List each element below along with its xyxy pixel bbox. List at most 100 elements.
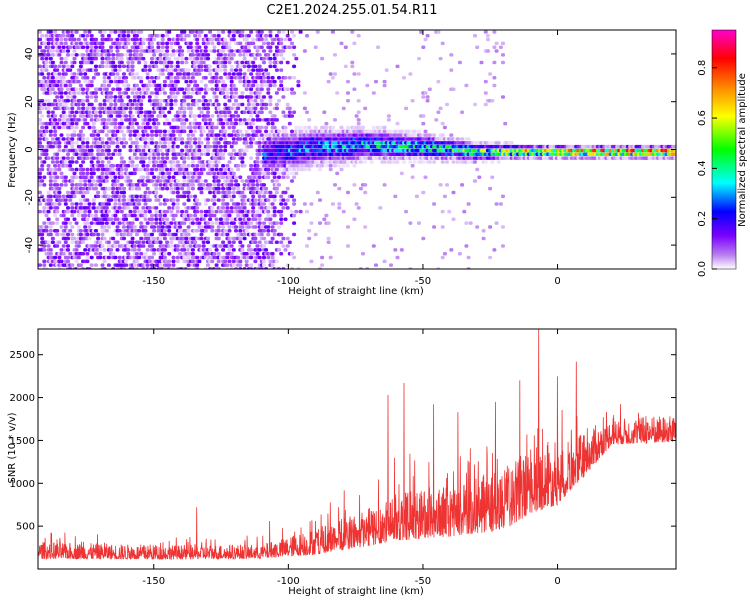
spectrogram-cell [175,206,180,210]
spectrogram-cell [175,244,180,248]
spectrogram-cell [165,45,170,49]
spectrogram-cell [356,121,361,126]
spectrogram-cell [134,141,139,145]
spectrogram-cell [38,141,42,145]
spectrogram-cell [292,202,297,206]
spectrogram-cell [264,129,269,134]
spectrogram-cell [78,209,83,214]
spectrogram-cell [227,30,232,34]
spectrogram-cell [38,45,42,49]
spectrogram-cell [130,125,135,130]
spectrogram-cell [408,160,413,164]
spectrogram-cell [165,49,170,53]
spectrogram-cell [89,144,94,149]
spectrogram-cell [48,263,53,267]
spectrogram-cell [63,179,68,183]
spectrogram-cell [262,202,266,206]
spectrogram-cell [212,213,217,218]
spectrogram-cell [85,106,90,111]
spectrogram-cell [363,160,368,164]
spectrogram-cell [132,213,137,218]
spectrogram-cell [72,194,77,199]
spectrogram-cell [53,91,58,95]
spectrogram-cell [113,198,118,202]
spectrogram-cell [268,110,273,114]
spectrogram-cell [147,83,152,88]
spectrogram-cell [266,72,271,76]
spectrogram-cell [231,248,236,252]
spectrogram-cell [162,213,167,218]
chart-title: C2E1.2024.255.01.54.R11 [266,3,437,18]
spectrogram-cell [184,56,189,61]
spectrogram-cell [113,64,118,69]
spectrogram-cell [165,118,170,122]
spectrogram-cell [162,106,167,111]
spectrogram-cell [341,106,346,111]
spectrogram-cell [218,167,223,172]
spectrogram-cell [206,236,210,241]
spectrogram-cell [249,221,254,225]
spectrogram-cell [78,229,83,233]
spectrogram-cell [262,41,266,46]
spectrogram-cell [257,152,262,156]
spectrogram-cell [152,110,157,114]
spectrogram-cell [195,49,200,53]
spectrogram-cell [150,76,154,80]
spectrogram-cell [81,252,86,256]
spectrogram-cell [72,133,77,137]
spectrogram-cell [206,56,210,61]
spectrogram-cell [44,213,49,218]
spectrogram-cell [132,87,137,91]
spectrogram-cell [227,99,232,103]
spectrogram-cell [277,183,281,187]
spectrogram-cell [197,202,202,206]
spectrogram-cell [152,164,157,168]
spectrogram-cell [72,49,77,53]
spectrogram-cell [283,202,288,206]
spectrogram-cell [244,141,249,145]
spectrogram-cell [195,206,200,210]
spectrogram-cell [369,160,374,164]
spectrogram-cell [115,209,120,214]
spectrogram-cell [305,110,309,114]
spectrogram-cell [98,30,103,34]
spectrogram-cell [134,91,139,95]
spectrogram-cell [171,129,176,134]
spectrogram-cell [285,263,290,267]
spectrogram-cell [255,114,260,118]
spectrogram-cell [184,60,189,65]
spectrogram-cell [246,34,251,38]
spectrogram-cell [122,125,126,130]
spectrogram-cell [229,79,234,84]
spectrogram-cell [279,217,284,221]
spectrogram-cell [210,225,215,229]
spectrogram-cell [38,175,42,179]
spectrogram-cell [221,240,226,244]
spectrogram-cell [238,236,243,241]
spectrogram-cell [272,83,277,88]
spectrogram-cell [122,95,126,99]
spectrogram-cell [130,68,135,72]
spectrogram-cell [139,252,144,256]
spectrogram-cell [145,175,150,179]
spectrogram-cell [255,160,260,164]
spectrogram-cell [126,83,131,88]
spectrogram-cell [139,99,144,103]
spectrogram-cell [113,121,118,126]
spectrogram-cell [274,53,279,57]
spectrogram-cell [158,194,163,199]
spectrogram-cell [126,37,131,42]
spectrogram-cell [147,79,152,84]
spectrogram-cell [178,171,182,176]
spectrogram-cell [427,133,432,137]
spectrogram-cell [38,171,42,176]
spectrogram-cell [221,121,226,126]
spectrogram-cell [143,252,148,256]
spectrogram-cell [279,240,284,244]
spectrogram-cell [100,45,105,49]
spectrogram-cell [216,106,221,111]
spectrogram-cell [70,167,75,172]
spectrogram-cell [128,106,133,111]
spectrogram-cell [115,141,120,145]
spectrogram-cell [371,244,376,248]
